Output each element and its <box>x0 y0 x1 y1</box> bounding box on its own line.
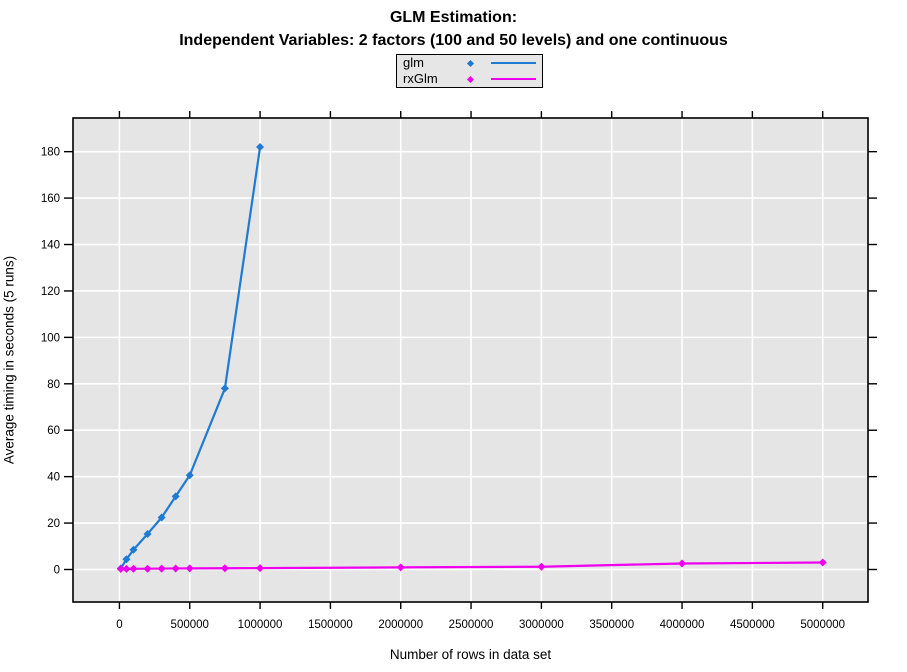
y-axis-label-text: Average timing in seconds (5 runs) <box>1 255 17 465</box>
y-tick-label: 80 <box>47 379 60 391</box>
glm-point <box>143 529 152 538</box>
chart-title-line2: Independent Variables: 2 factors (100 an… <box>179 32 728 49</box>
legend-box: glm rxGlm <box>396 54 543 88</box>
y-tick-label: 120 <box>41 286 60 298</box>
glm-point <box>220 384 229 393</box>
rxGlm-point <box>116 565 125 574</box>
rxGlm-point <box>256 564 265 573</box>
glm-line-sample <box>491 62 536 64</box>
x-tick-label: 4000000 <box>660 619 705 631</box>
legend-line-sample-wrap <box>481 78 536 80</box>
rxGlm-point <box>143 564 152 573</box>
legend-item-rxglm: rxGlm <box>403 71 536 87</box>
y-tick-label: 60 <box>47 425 60 437</box>
rxGlm-point <box>185 564 194 573</box>
rxGlm-point <box>678 559 687 568</box>
rxGlm-point <box>157 564 166 573</box>
legend-line-sample-wrap <box>481 62 536 64</box>
rxGlm-point <box>220 564 229 573</box>
rxglm-line-sample <box>491 78 536 80</box>
chart-title-line1: GLM Estimation: <box>389 9 518 26</box>
chart-title: GLM Estimation: Independent Variables: 2… <box>0 6 907 52</box>
rxGlm-point <box>171 564 180 573</box>
y-tick-label: 160 <box>41 193 60 205</box>
glm-point <box>185 471 194 480</box>
legend-label-glm: glm <box>403 55 424 70</box>
x-tick-label: 1000000 <box>238 619 283 631</box>
legend-label-rxglm: rxGlm <box>403 71 438 86</box>
y-tick-label: 40 <box>47 472 60 484</box>
x-tick-label: 3000000 <box>519 619 564 631</box>
glm-point <box>129 545 138 554</box>
x-tick-label: 1500000 <box>308 619 353 631</box>
y-tick-label: 140 <box>41 240 60 252</box>
legend-item-glm: glm <box>403 55 536 71</box>
rxGlm-point <box>818 558 827 567</box>
glm-point <box>122 555 131 564</box>
x-tick-label: 5000000 <box>800 619 845 631</box>
y-tick-label: 100 <box>41 332 60 344</box>
x-tick-label: 0 <box>116 619 122 631</box>
y-tick-label: 0 <box>54 565 60 577</box>
y-tick-label: 20 <box>47 518 60 530</box>
rxGlm-point <box>129 564 138 573</box>
x-tick-label: 3500000 <box>589 619 634 631</box>
x-axis-label: Number of rows in data set <box>389 647 552 662</box>
rxGlm-point <box>537 562 546 571</box>
glm-point <box>256 143 265 152</box>
rxGlm-point <box>122 564 131 573</box>
glm-point <box>157 513 166 522</box>
x-tick-label: 2000000 <box>378 619 423 631</box>
y-tick-label: 180 <box>41 147 60 159</box>
glm-point <box>171 492 180 501</box>
x-tick-label: 4500000 <box>730 619 775 631</box>
x-tick-label: 500000 <box>171 619 209 631</box>
rxGlm-point <box>396 563 405 572</box>
x-tick-label: 2500000 <box>449 619 494 631</box>
